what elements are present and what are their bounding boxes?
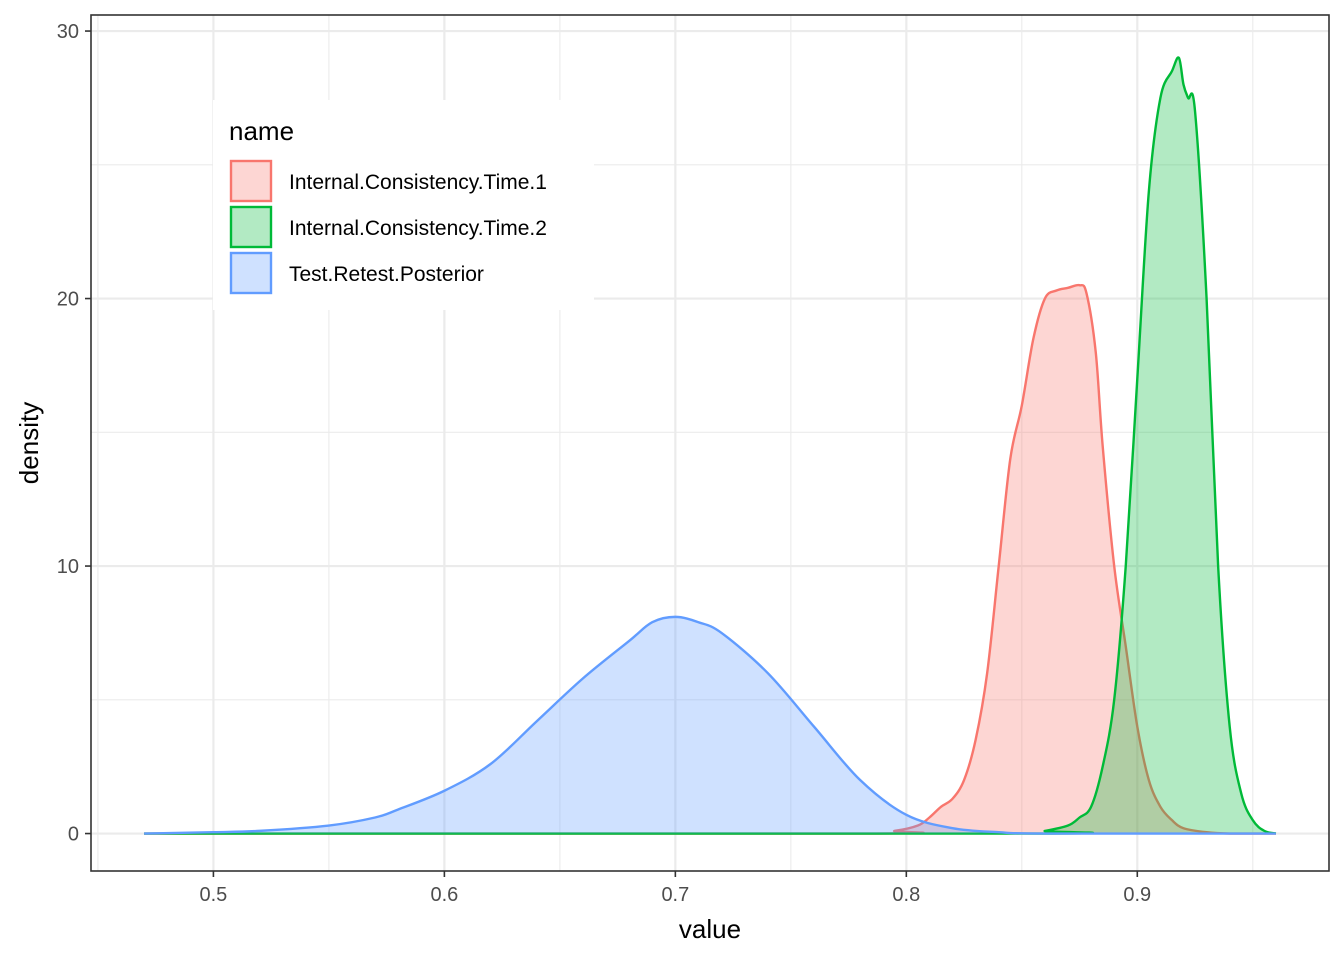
legend-key-bg-test-retest-posterior [230,252,272,294]
legend-label-internal-consistency-time-1: Internal.Consistency.Time.1 [289,171,547,194]
series-layer [144,56,1277,835]
legend-title: name [229,116,294,146]
x-axis-title: value [679,914,741,944]
y-axis-ticks: 0 10 20 30 [57,21,91,846]
y-tick-label: 10 [57,556,79,578]
legend-key-test-retest-posterior [229,251,273,295]
legend-key-bg-internal-consistency-time-2 [230,206,272,248]
legend-key-internal-consistency-time-1 [229,159,273,203]
density-line-test-retest-posterior [144,615,1276,835]
legend: name Internal.Consistency.Time.1Internal… [213,100,594,310]
x-axis-ticks: 0.5 0.6 0.7 0.8 0.9 [200,871,1151,906]
x-tick-label: 0.7 [661,884,689,906]
legend-background [213,100,594,310]
density-area-internal-consistency-time-1 [144,284,1276,834]
x-tick-label: 0.9 [1123,884,1151,906]
legend-key-bg-internal-consistency-time-1 [230,160,272,202]
density-line-internal-consistency-time-2 [144,56,1277,835]
x-tick-label: 0.5 [200,884,228,906]
x-tick-label: 0.8 [892,884,920,906]
y-tick-label: 0 [68,824,79,846]
y-axis-title: density [14,402,44,484]
y-tick-label: 20 [57,289,79,311]
density-area-test-retest-posterior [144,616,1276,834]
y-tick-label: 30 [57,21,79,43]
density-line-internal-consistency-time-1 [144,283,1276,835]
legend-items: Internal.Consistency.Time.1 Internal.Cons… [229,159,547,295]
legend-label-internal-consistency-time-2: Internal.Consistency.Time.2 [289,217,547,240]
density-area-internal-consistency-time-2 [144,57,1276,834]
legend-key-internal-consistency-time-2 [229,205,273,249]
panel-border [90,14,1330,872]
legend-label-test-retest-posterior: Test.Retest.Posterior [289,263,484,286]
x-tick-label: 0.6 [430,884,458,906]
